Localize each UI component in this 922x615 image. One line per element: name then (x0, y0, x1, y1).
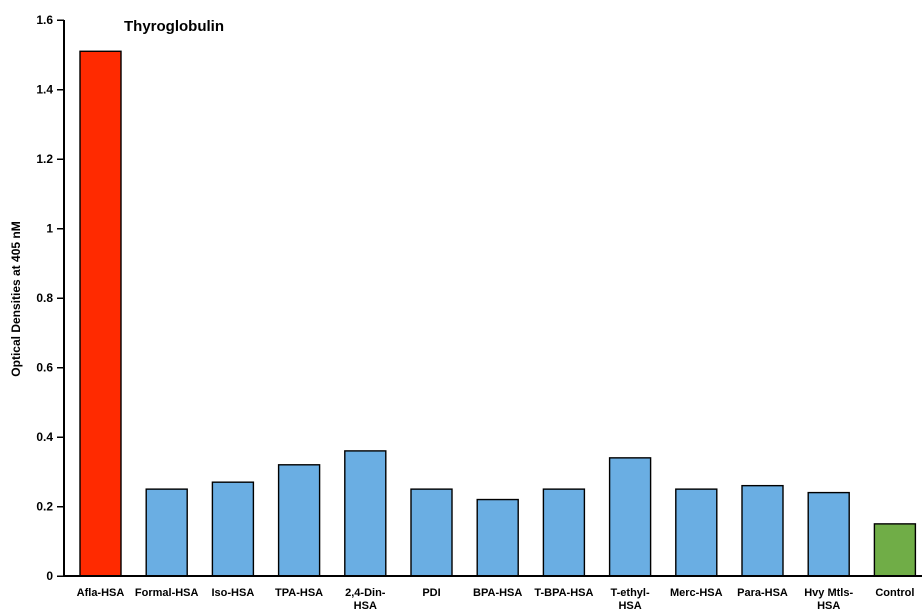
x-tick-label: PDI (422, 587, 440, 599)
bar (277, 464, 321, 577)
x-tick-label: Afla-HSA (77, 587, 125, 599)
bar (608, 457, 652, 577)
y-tick-label: 0.6 (36, 361, 53, 375)
chart-title: Thyroglobulin (124, 18, 224, 35)
y-tick-label: 1.6 (36, 13, 53, 27)
y-tick-label: 0.4 (36, 430, 53, 444)
x-tick-label: Para-HSA (737, 587, 788, 599)
y-tick-label: 1.4 (36, 83, 53, 97)
bar (145, 488, 188, 577)
x-tick-label: 2,4-Din-HSA (345, 587, 386, 612)
x-tick-label: T-BPA-HSA (534, 587, 593, 599)
y-tick-label: 1.2 (36, 152, 53, 166)
y-tick-label: 0.2 (36, 500, 53, 514)
y-tick-label: 1 (46, 222, 53, 236)
x-tick-label: T-ethyl-HSA (611, 587, 650, 612)
bar (79, 50, 122, 577)
bar (873, 523, 917, 577)
bar (344, 450, 387, 577)
bar (807, 491, 850, 577)
y-axis-title: Optical Densities at 405 nM (9, 221, 23, 376)
x-tick-label: BPA-HSA (473, 587, 522, 599)
x-labels-layer: Afla-HSA Formal-HSA Iso-HSA TPA-HSA 2,4-Din-… (77, 587, 915, 612)
x-tick-label: Formal-HSA (135, 587, 199, 599)
y-tick-label: 0.8 (36, 291, 53, 305)
bar (211, 481, 255, 577)
bar (542, 488, 586, 577)
bars-layer (79, 50, 917, 577)
x-tick-label: Merc-HSA (670, 587, 723, 599)
x-tick-label: Iso-HSA (212, 587, 255, 599)
axes-layer (63, 20, 922, 577)
bar (410, 488, 453, 577)
x-tick-label: Control (875, 587, 914, 599)
y-tick-label: 0 (46, 569, 53, 583)
x-tick-label: Hvy Mtls-HSA (804, 587, 853, 612)
bar (675, 488, 718, 577)
bar (741, 484, 784, 577)
bar (476, 498, 519, 577)
y-ticks-layer: 0 0.2 0.4 0.6 0.8 1 1.2 1.4 1.6 (36, 13, 64, 583)
x-tick-label: TPA-HSA (275, 587, 323, 599)
